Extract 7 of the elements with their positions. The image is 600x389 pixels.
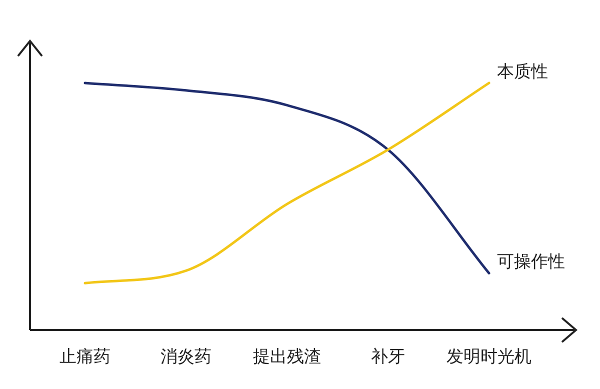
x-tick-label: 止痛药	[60, 347, 110, 367]
x-tick-label: 提出残渣	[253, 347, 321, 367]
x-tick-label: 消炎药	[160, 347, 212, 367]
series-label: 可操作性	[497, 252, 565, 272]
series-label: 本质性	[497, 62, 548, 82]
x-tick-label: 发明时光机	[446, 347, 532, 367]
x-tick-label: 补牙	[371, 347, 405, 367]
